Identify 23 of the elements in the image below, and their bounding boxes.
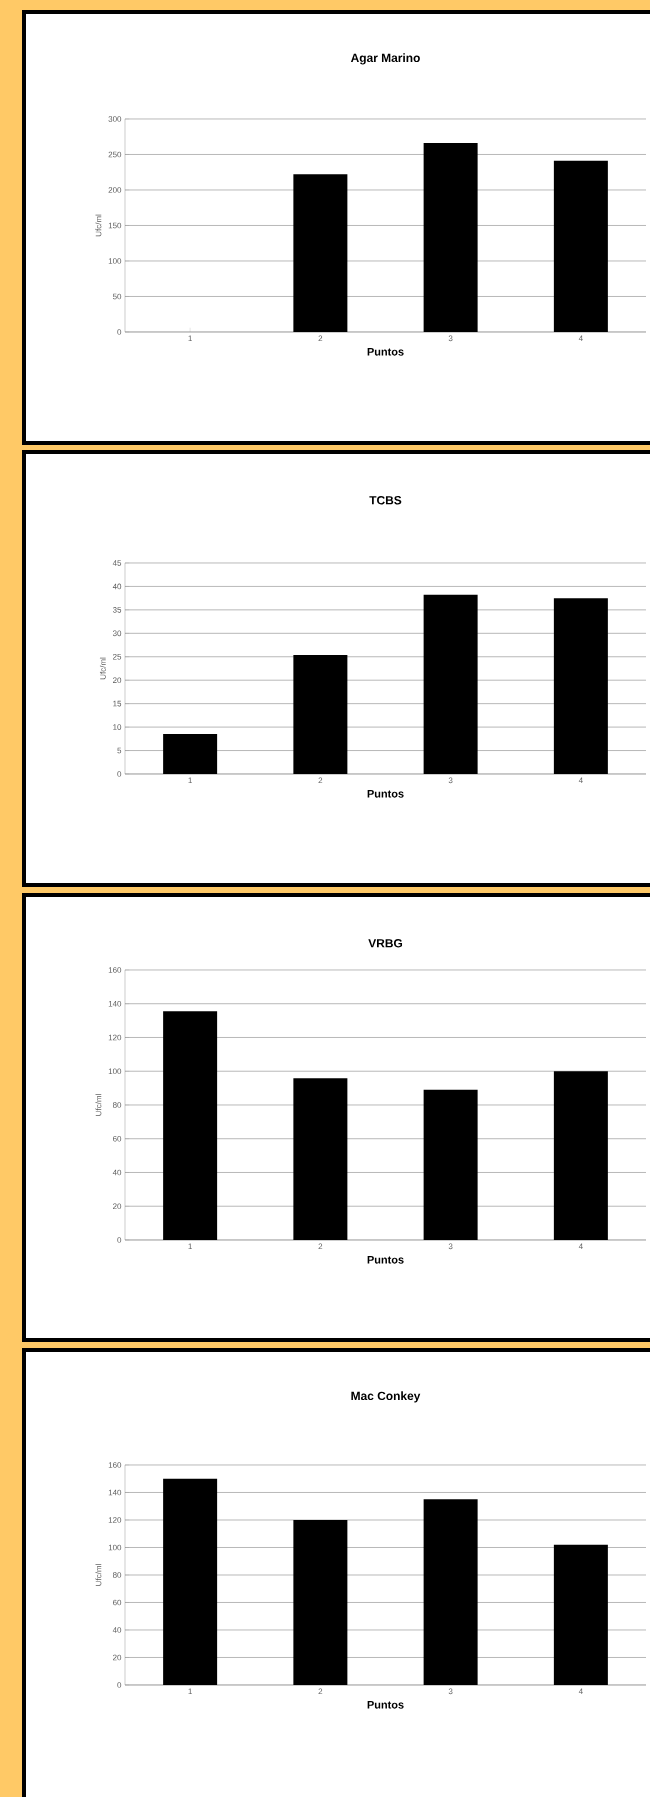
bar: [293, 654, 348, 774]
chart-title: Agar Marino: [350, 53, 420, 65]
chart-title: VRBG: [368, 939, 403, 948]
bar: [423, 1499, 478, 1685]
bar: [163, 734, 218, 774]
bar: [293, 1078, 348, 1240]
bar: [553, 1544, 608, 1685]
bar: [553, 160, 608, 332]
bar: [423, 143, 478, 332]
bar: [163, 1478, 218, 1685]
bar: [163, 1011, 218, 1240]
x-axis-title: Puntos: [367, 347, 404, 356]
x-axis-title: Puntos: [367, 1700, 404, 1709]
x-axis-title: Puntos: [367, 789, 404, 798]
bar: [423, 1089, 478, 1240]
bar: [293, 1519, 348, 1685]
bar: [553, 1071, 608, 1240]
x-axis-title: Puntos: [367, 1255, 404, 1264]
chart-title: Mac Conkey: [351, 1391, 421, 1403]
chart-title: TCBS: [369, 496, 402, 505]
bar: [423, 594, 478, 774]
bar: [553, 598, 608, 774]
bar: [293, 174, 348, 332]
